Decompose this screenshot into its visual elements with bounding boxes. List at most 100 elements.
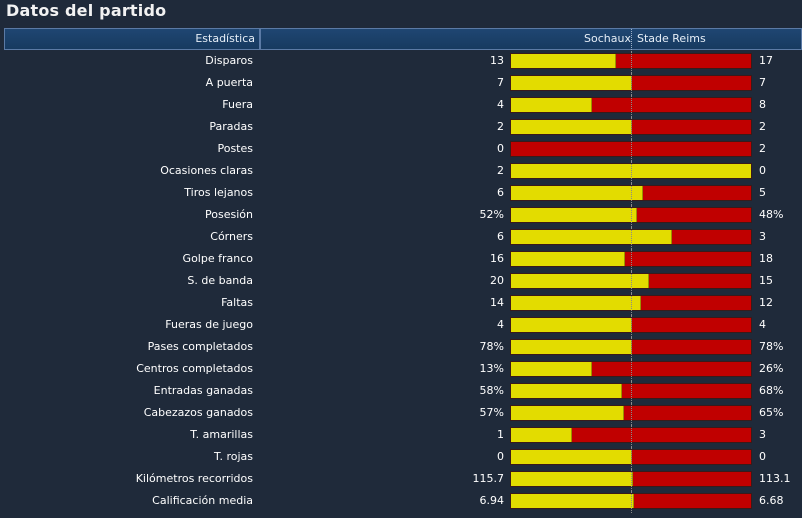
header-center-divider — [631, 29, 632, 50]
stat-label: T. amarillas — [190, 428, 253, 441]
stat-row: Kilómetros recorridos 115.7 113.1 — [0, 469, 802, 491]
bar-center-divider — [631, 403, 632, 425]
stat-label: Disparos — [205, 54, 253, 67]
stat-label: Paradas — [209, 120, 253, 133]
stat-row: Ocasiones claras 2 0 — [0, 161, 802, 183]
stat-label: Kilómetros recorridos — [135, 472, 253, 485]
away-value: 48% — [759, 208, 784, 221]
stat-row: Postes 0 2 — [0, 139, 802, 161]
bar-center-divider — [631, 271, 632, 293]
stat-label: S. de banda — [187, 274, 253, 287]
stat-label: Centros completados — [136, 362, 253, 375]
away-value: 0 — [759, 164, 766, 177]
stat-row: T. rojas 0 0 — [0, 447, 802, 469]
home-share-fill — [511, 296, 642, 310]
away-value: 3 — [759, 230, 766, 243]
away-value: 12 — [759, 296, 773, 309]
home-value: 14 — [490, 296, 504, 309]
stat-row: Fueras de juego 4 4 — [0, 315, 802, 337]
stat-row: Golpe franco 16 18 — [0, 249, 802, 271]
stat-row: S. de banda 20 15 — [0, 271, 802, 293]
away-value: 17 — [759, 54, 773, 67]
home-value: 4 — [497, 98, 504, 111]
away-value: 68% — [759, 384, 784, 397]
stat-label: Faltas — [221, 296, 253, 309]
bar-center-divider — [631, 447, 632, 469]
away-value: 6.68 — [759, 494, 784, 507]
bar-center-divider — [631, 249, 632, 271]
home-value: 0 — [497, 142, 504, 155]
stat-label: Fueras de juego — [165, 318, 253, 331]
home-value: 2 — [497, 164, 504, 177]
home-value: 2 — [497, 120, 504, 133]
home-share-fill — [511, 186, 643, 200]
bar-center-divider — [631, 161, 632, 183]
home-value: 20 — [490, 274, 504, 287]
stat-label: Golpe franco — [182, 252, 253, 265]
bar-center-divider — [631, 491, 632, 513]
home-share-fill — [511, 450, 632, 464]
stat-row: Centros completados 13% 26% — [0, 359, 802, 381]
bar-center-divider — [631, 51, 632, 73]
home-share-fill — [511, 230, 673, 244]
stat-label: Postes — [217, 142, 253, 155]
stat-label: T. rojas — [214, 450, 253, 463]
home-share-fill — [511, 340, 632, 354]
stat-row: Tiros lejanos 6 5 — [0, 183, 802, 205]
home-value: 13% — [479, 362, 504, 375]
home-value: 52% — [479, 208, 504, 221]
away-value: 3 — [759, 428, 766, 441]
home-share-fill — [511, 120, 632, 134]
away-value: 0 — [759, 450, 766, 463]
stats-list: Disparos 13 17 A puerta 7 7 Fuera 4 8 Paradas 2 2 Po… — [0, 51, 802, 513]
home-share-fill — [511, 406, 625, 420]
stat-label: Fuera — [222, 98, 253, 111]
home-share-fill — [511, 54, 616, 68]
stat-row: Calificación media 6.94 6.68 — [0, 491, 802, 513]
home-share-fill — [511, 384, 623, 398]
home-share-fill — [511, 362, 592, 376]
home-share-fill — [511, 472, 634, 486]
stat-row: Paradas 2 2 — [0, 117, 802, 139]
home-team-header: Sochaux — [584, 32, 631, 45]
stat-label: Entradas ganadas — [153, 384, 253, 397]
away-team-header: Stade Reims — [637, 32, 706, 45]
home-value: 78% — [479, 340, 504, 353]
stat-column-header[interactable]: Estadística — [4, 28, 260, 50]
stat-label: Ocasiones claras — [160, 164, 253, 177]
bar-center-divider — [631, 469, 632, 491]
home-value: 4 — [497, 318, 504, 331]
home-value: 1 — [497, 428, 504, 441]
bar-center-divider — [631, 139, 632, 161]
stat-row: Cabezazos ganados 57% 65% — [0, 403, 802, 425]
page-title: Datos del partido — [6, 1, 167, 20]
home-share-fill — [511, 274, 650, 288]
stat-row: Fuera 4 8 — [0, 95, 802, 117]
away-value: 4 — [759, 318, 766, 331]
home-share-fill — [511, 318, 632, 332]
stat-row: Pases completados 78% 78% — [0, 337, 802, 359]
home-value: 6 — [497, 230, 504, 243]
away-value: 2 — [759, 142, 766, 155]
home-value: 7 — [497, 76, 504, 89]
bar-center-divider — [631, 337, 632, 359]
home-share-fill — [511, 208, 637, 222]
teams-column-header: Sochaux Stade Reims — [260, 28, 802, 50]
home-share-fill — [511, 76, 632, 90]
bar-center-divider — [631, 381, 632, 403]
home-value: 57% — [479, 406, 504, 419]
home-share-fill — [511, 494, 635, 508]
stat-label: Tiros lejanos — [184, 186, 253, 199]
stat-row: Entradas ganadas 58% 68% — [0, 381, 802, 403]
stat-row: Faltas 14 12 — [0, 293, 802, 315]
away-value: 113.1 — [759, 472, 791, 485]
home-value: 16 — [490, 252, 504, 265]
away-value: 2 — [759, 120, 766, 133]
away-value: 15 — [759, 274, 773, 287]
stat-label: A puerta — [205, 76, 253, 89]
away-value: 5 — [759, 186, 766, 199]
bar-center-divider — [631, 95, 632, 117]
bar-center-divider — [631, 205, 632, 227]
bar-center-divider — [631, 293, 632, 315]
home-value: 13 — [490, 54, 504, 67]
